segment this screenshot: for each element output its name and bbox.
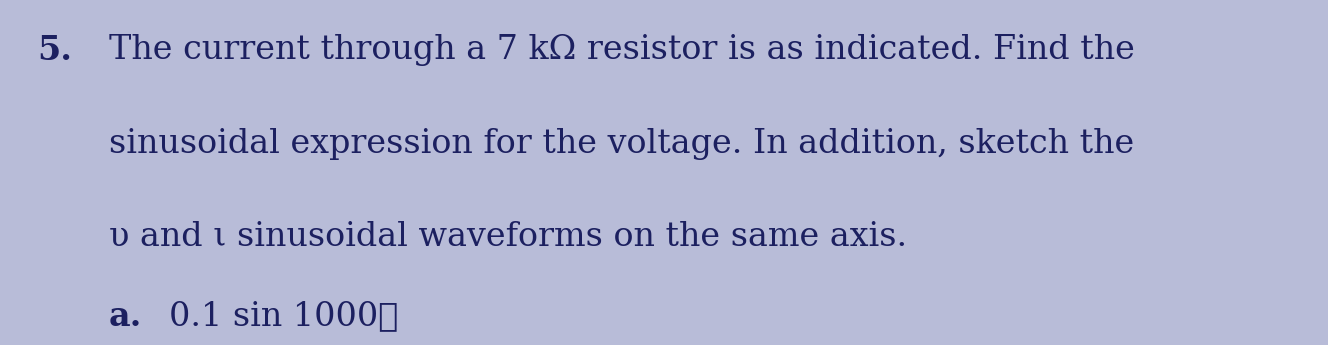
Text: sinusoidal expression for the voltage. In addition, sketch the: sinusoidal expression for the voltage. I… [109,128,1134,160]
Text: The current through a 7 kΩ resistor is as indicated. Find the: The current through a 7 kΩ resistor is a… [109,34,1134,67]
Text: 5.: 5. [37,34,72,68]
Text: 0.1 sin 1000ℓ: 0.1 sin 1000ℓ [169,300,398,332]
Text: a.: a. [109,300,142,333]
Text: υ and ι sinusoidal waveforms on the same axis.: υ and ι sinusoidal waveforms on the same… [109,221,907,253]
